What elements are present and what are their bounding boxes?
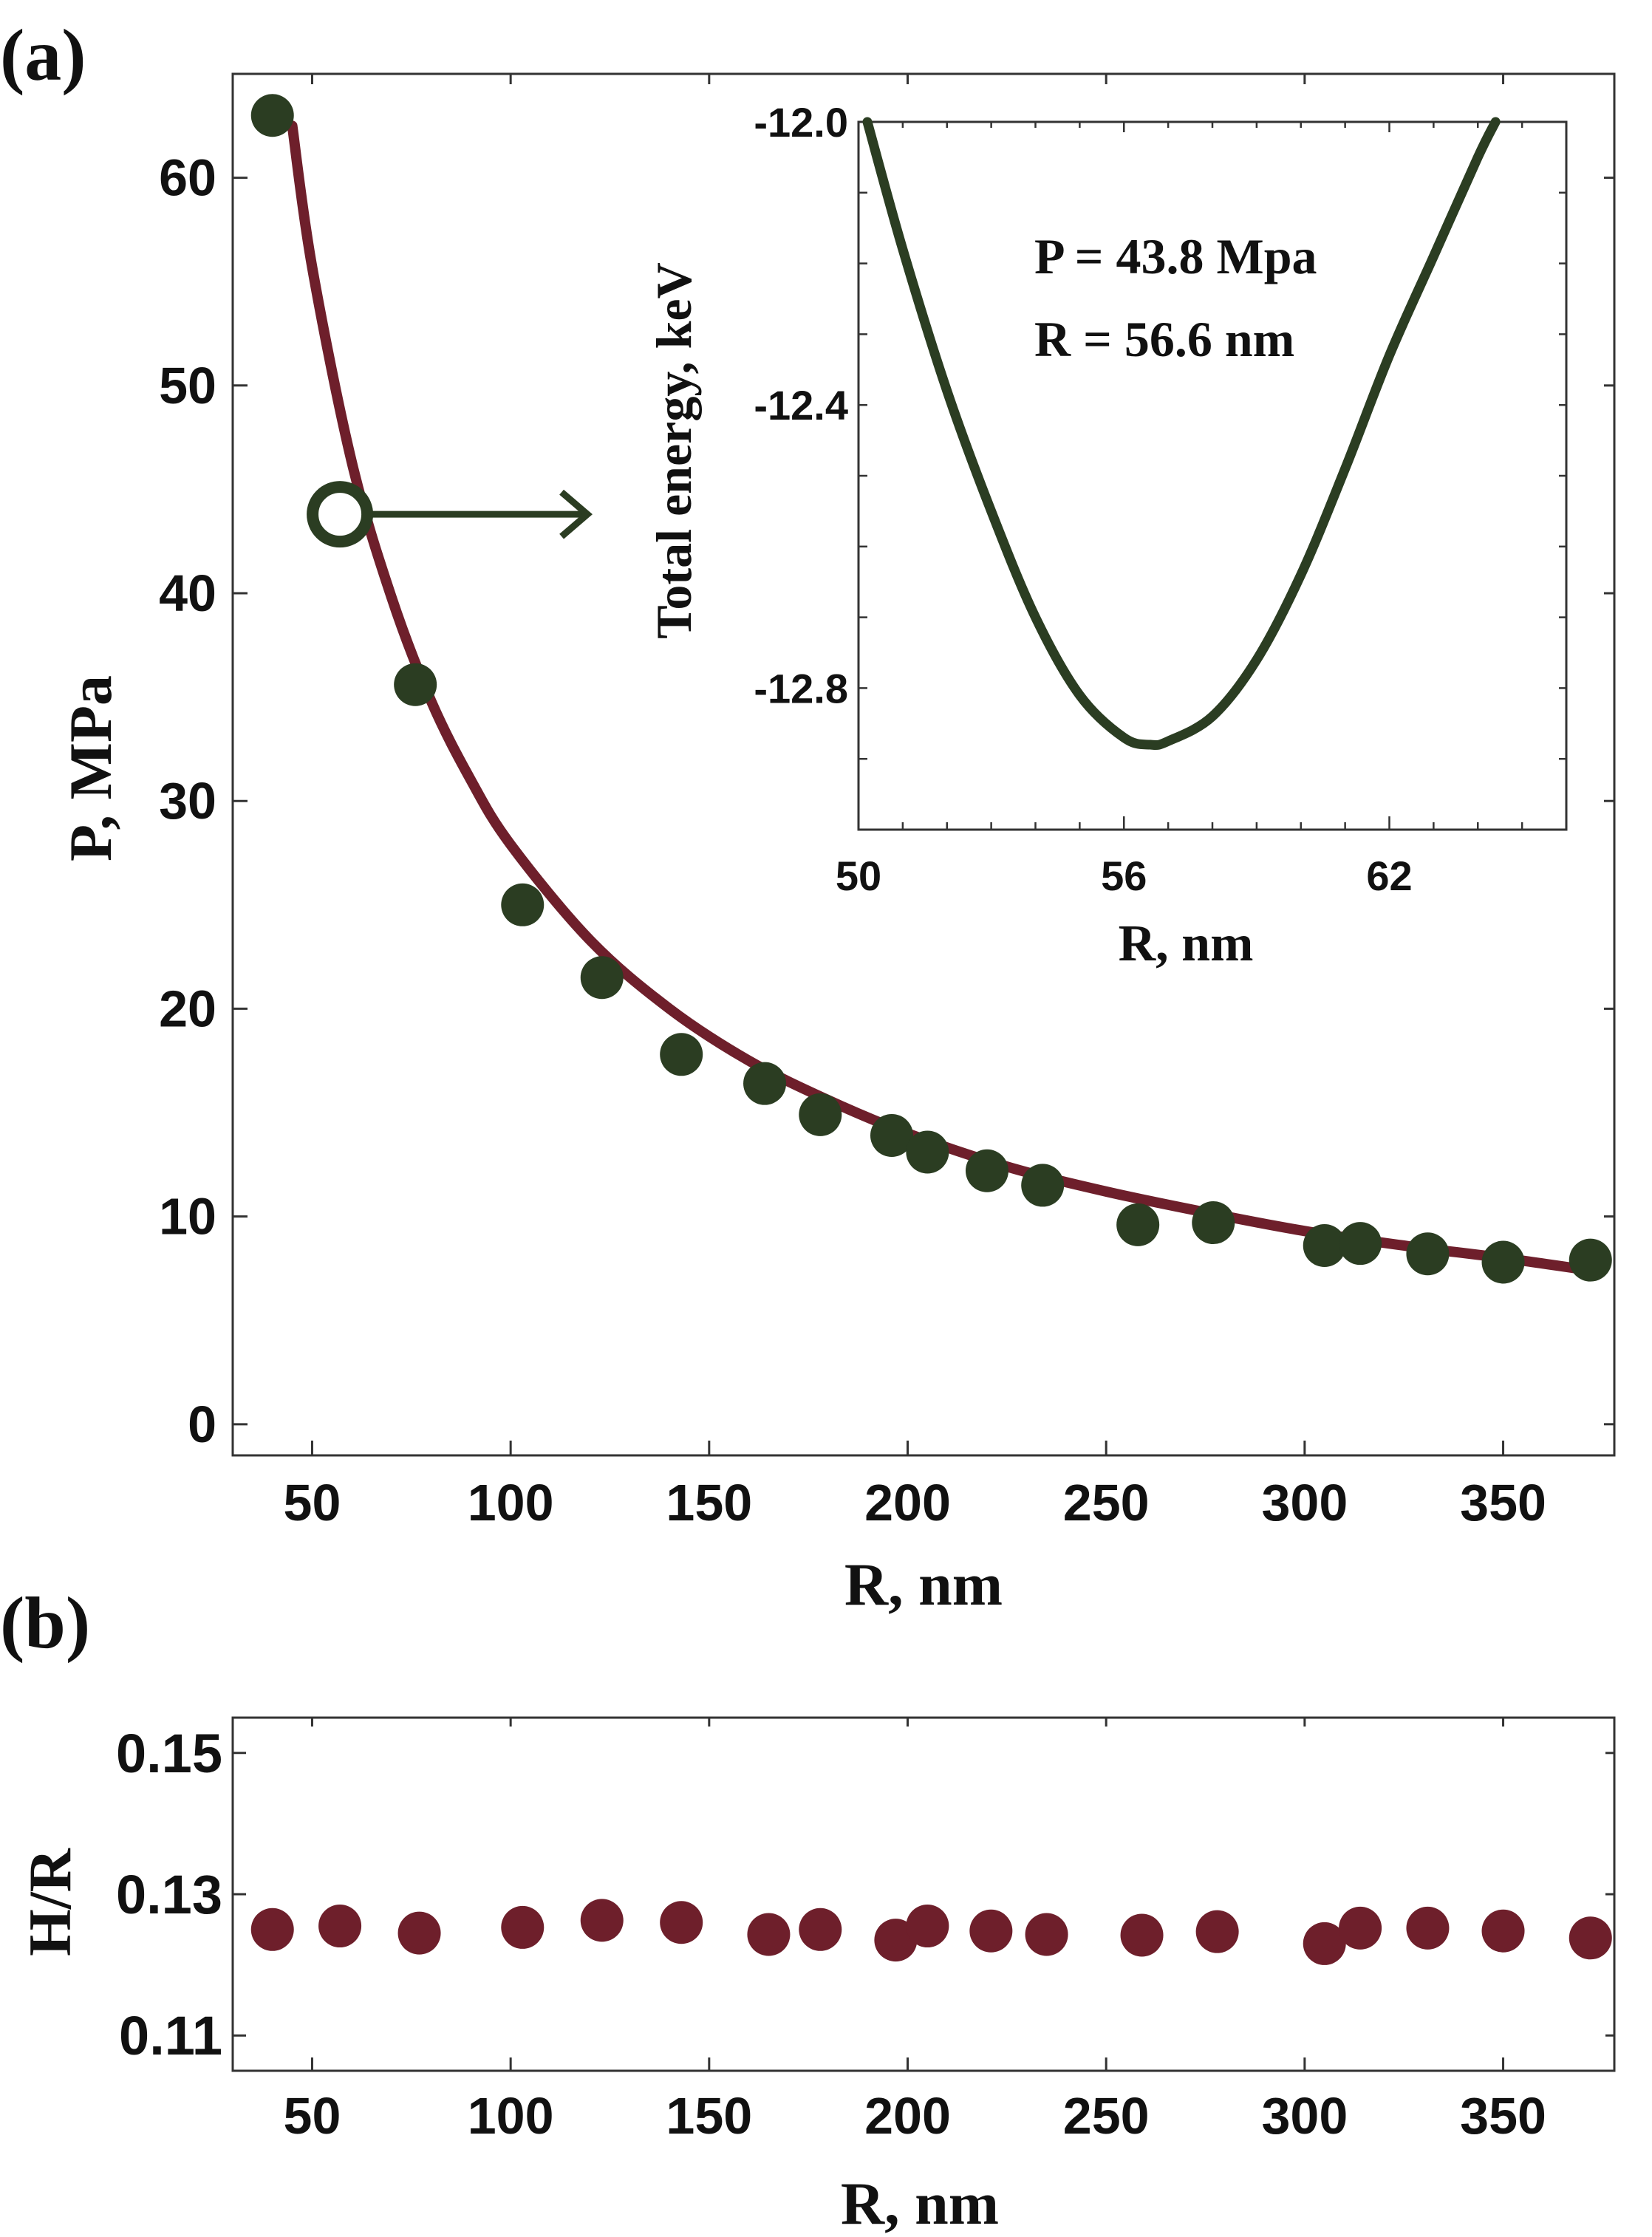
b-data-point [250,1908,294,1951]
chart-b-ytick-labels: 0.15 0.13 0.11 [116,1723,222,2066]
a-data-point [1339,1222,1382,1266]
a-data-point [906,1130,949,1174]
arrow-head-icon [559,489,593,539]
b-xtick-label: 300 [1261,2087,1348,2145]
chart-a-ytick-labels: 0 10 20 30 40 50 60 [159,149,216,1453]
inset-ytick-label: -12.0 [754,99,848,146]
a-ytick-label: 50 [159,357,216,414]
inset-ytick-label: -12.4 [754,382,848,428]
b-data-point [660,1901,703,1944]
b-xtick-label: 150 [666,2087,752,2145]
a-data-point [250,94,294,137]
a-ytick-label: 40 [159,564,216,622]
b-data-point [1481,1909,1525,1953]
chart-a-xtick-labels: 50 100 150 200 250 300 350 [284,1474,1546,1531]
chart-b-points [250,1899,1612,1965]
a-data-point [1116,1203,1160,1246]
b-data-point [318,1905,362,1948]
a-data-point [743,1062,787,1105]
chart-b-ticks [233,1718,1614,2071]
a-data-point [394,663,437,706]
inset-ytick-label: -12.8 [754,665,848,711]
a-data-point [1406,1232,1450,1276]
chart-a-xlabel: R, nm [844,1551,1003,1618]
b-data-point [1025,1913,1068,1956]
a-ytick-label: 20 [159,980,216,1037]
a-xtick-label: 300 [1261,1474,1348,1531]
inset-annotation-radius: R = 56.6 nm [1034,311,1294,367]
a-data-point [1481,1240,1525,1284]
b-data-point [747,1913,791,1956]
b-data-point [501,1905,545,1949]
a-data-point [1569,1238,1612,1282]
b-xtick-label: 250 [1063,2087,1150,2145]
chart-a-frame [231,72,1616,1457]
a-data-point [660,1033,703,1076]
chart-a-highlight [307,481,593,548]
inset-xtick-labels: 50 56 62 [836,853,1413,899]
b-data-point [580,1899,624,1942]
b-ytick-label: 0.15 [116,1723,222,1784]
panel-b-label: (b) [0,1582,90,1664]
inset-annotation-pressure: P = 43.8 Mpa [1034,228,1317,284]
a-data-point [1303,1223,1346,1267]
b-ytick-label: 0.11 [119,2005,222,2066]
a-ytick-label: 0 [188,1396,216,1453]
b-xtick-label: 200 [864,2087,951,2145]
b-data-point [397,1911,441,1955]
chart-a-inset: 50 56 62 -12.0 -12.4 -12.8 P = 43.8 Mpa R = … [646,99,1568,972]
a-xtick-label: 200 [864,1474,951,1531]
chart-b-xlabel: R, nm [841,2170,999,2237]
b-data-point [1195,1910,1239,1953]
a-highlight-point [307,481,374,548]
inset-ylabel: Total energy, keV [646,262,702,638]
b-xtick-label: 100 [468,2087,554,2145]
a-data-point [580,956,624,1000]
a-data-point [965,1149,1008,1192]
a-ytick-label: 30 [159,772,216,830]
chart-a-points [250,94,1612,1284]
a-data-point [870,1113,914,1157]
a-data-point [1192,1201,1235,1245]
a-xtick-label: 50 [284,1474,341,1531]
chart-b-frame [231,1716,1616,2072]
panel-a-label: (a) [0,14,86,96]
inset-ytick-labels: -12.0 -12.4 -12.8 [754,99,848,711]
a-data-point [501,883,545,926]
inset-xtick-label: 50 [836,853,881,899]
chart-b-ylabel: H/R [16,1848,83,1956]
a-xtick-label: 350 [1460,1474,1546,1531]
a-ytick-label: 10 [159,1188,216,1246]
a-ytick-label: 60 [159,149,216,207]
b-data-point [1569,1916,1612,1960]
a-data-point [1021,1164,1065,1207]
b-data-point [969,1909,1013,1953]
a-xtick-label: 100 [468,1474,554,1531]
b-data-point [1120,1913,1164,1957]
inset-energy-curve [862,117,1501,751]
b-data-point [906,1905,949,1948]
a-xtick-label: 250 [1063,1474,1150,1531]
a-data-point [799,1093,842,1136]
b-data-point [1406,1906,1450,1950]
b-xtick-label: 350 [1460,2087,1546,2145]
chart-a-ylabel: P, MPa [57,675,124,861]
chart-a-main: 50 100 150 200 250 300 350 0 10 20 30 40 50 60 R, nm… [57,72,1616,1618]
inset-xtick-label: 62 [1366,853,1412,899]
chart-a-fit-curve [287,120,1596,1276]
b-ytick-label: 0.13 [116,1864,222,1925]
chart-b-xtick-labels: 50 100 150 200 250 300 350 [284,2087,1546,2145]
b-xtick-label: 50 [284,2087,341,2145]
inset-xtick-label: 56 [1101,853,1147,899]
inset-ticks [857,120,1568,831]
a-xtick-label: 150 [666,1474,752,1531]
chart-b: 50 100 150 200 250 300 350 0.150.130.11 R, nm … [16,1716,1616,2237]
chart-a-grid-ticks [233,74,1614,1455]
b-data-point [799,1908,842,1951]
b-data-point [1303,1922,1346,1965]
b-data-point [1339,1906,1382,1950]
inset-xlabel: R, nm [1119,915,1254,972]
